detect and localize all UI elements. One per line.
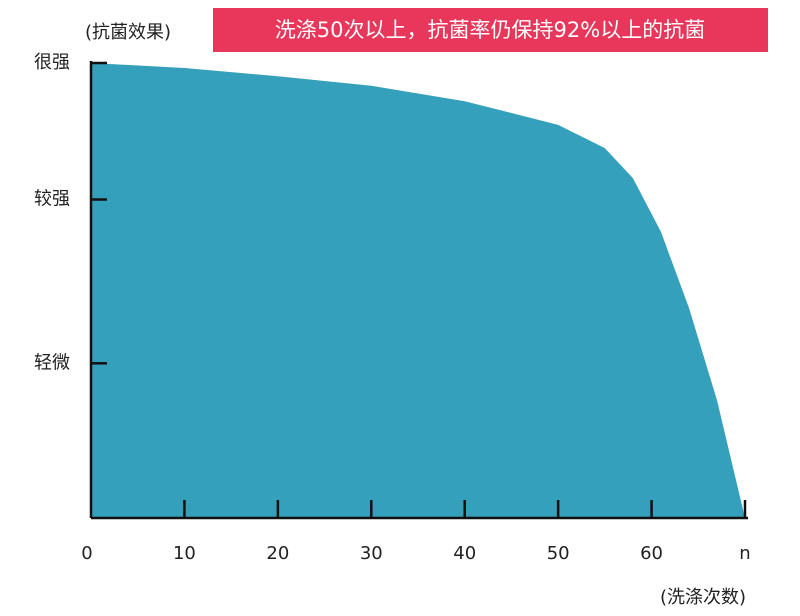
x-tick-label: 20 (266, 543, 289, 564)
y-tick-label: 较强 (34, 189, 70, 210)
title-banner (213, 8, 768, 52)
x-axis-title: (洗涤次数) (660, 587, 746, 608)
x-tick-label: 0 (81, 543, 92, 564)
x-tick-label: 30 (360, 543, 383, 564)
chart-title: 洗涤50次以上，抗菌率仍保持92%以上的抗菌 (275, 18, 705, 42)
x-tick-label: n (739, 543, 750, 564)
y-tick-label: 轻微 (34, 352, 70, 373)
x-tick-label: 60 (640, 543, 663, 564)
x-tick-label: 10 (173, 543, 196, 564)
y-axis-title: (抗菌效果) (85, 22, 171, 43)
y-tick-label: 很强 (34, 52, 70, 73)
x-tick-label: 40 (453, 543, 476, 564)
x-tick-label: 50 (547, 543, 570, 564)
area (91, 63, 745, 518)
